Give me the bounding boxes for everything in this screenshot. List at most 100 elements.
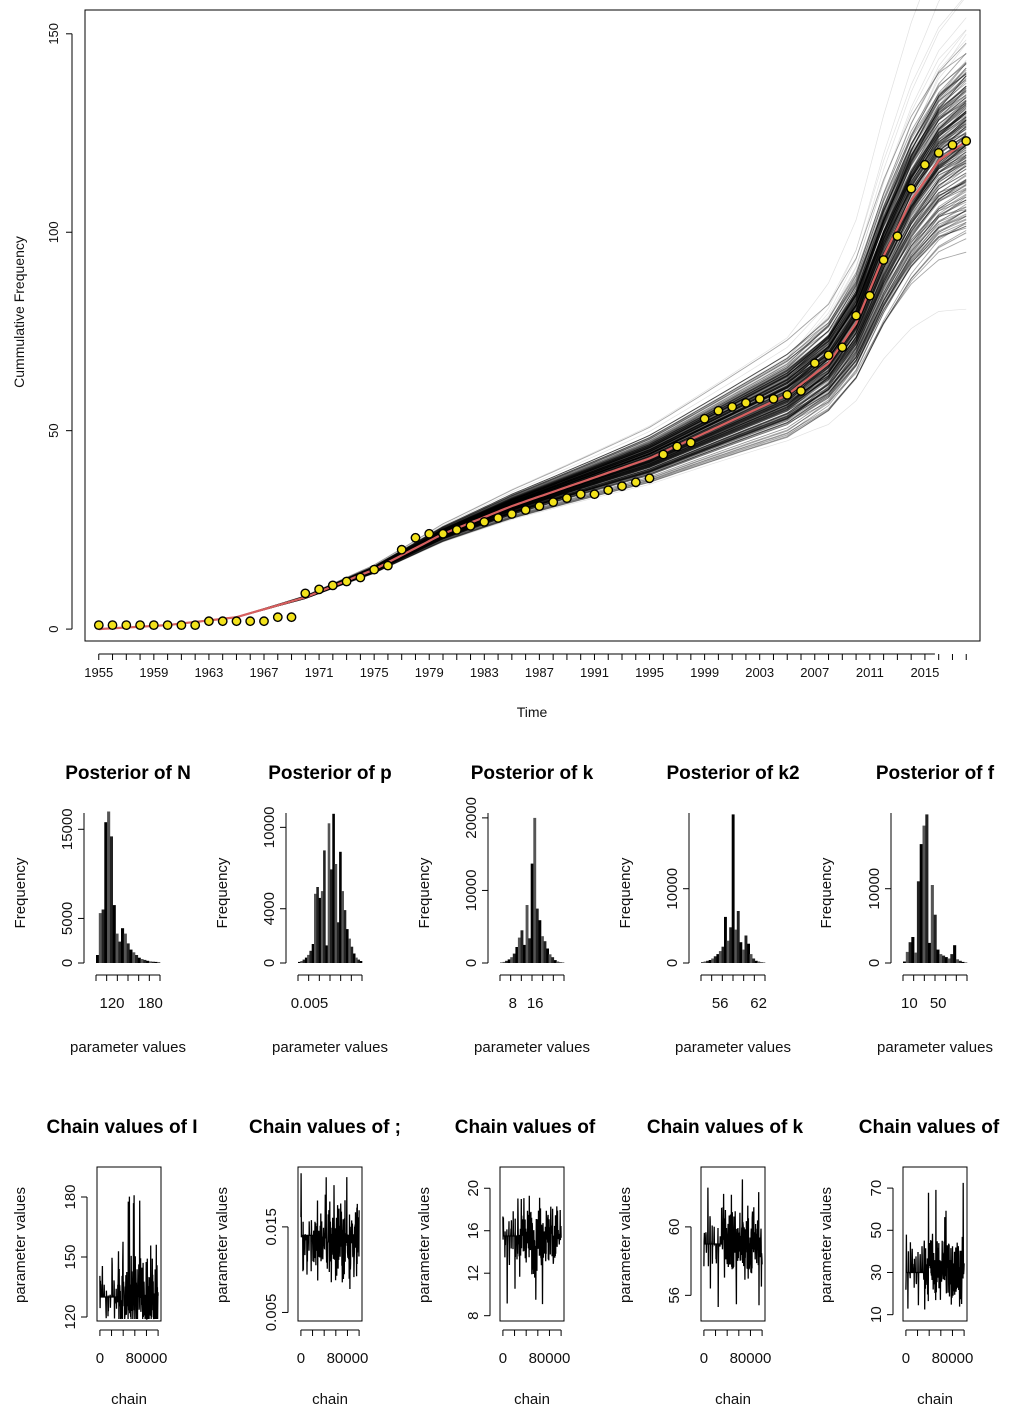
- histogram-bars: [96, 811, 161, 963]
- histogram-bar: [961, 961, 965, 963]
- main-plot-frame: [84, 9, 981, 642]
- observed-point: [190, 620, 201, 630]
- chain-panel-f: Chain values of chain parameter values 0…: [818, 1117, 1000, 1408]
- histogram-bar: [950, 954, 954, 963]
- histogram-bar: [718, 951, 722, 963]
- histogram-bar: [146, 960, 150, 963]
- observed-point: [947, 139, 958, 150]
- panel-title: Posterior of f: [876, 763, 995, 784]
- histogram-bar: [316, 887, 319, 963]
- x-tick-label: 80000: [730, 1350, 772, 1367]
- histogram-bar: [300, 961, 303, 963]
- observed-point: [796, 386, 806, 396]
- observed-point: [920, 159, 930, 170]
- y-axis-title: parameter values: [818, 1187, 835, 1303]
- histogram-bar: [115, 933, 119, 963]
- histogram-bar: [302, 959, 306, 963]
- chain-trace: [99, 1195, 159, 1320]
- y-tick-label: 0: [46, 625, 61, 632]
- histogram-bar: [505, 960, 508, 963]
- histogram-bar: [744, 935, 748, 963]
- histogram-bar: [126, 943, 130, 963]
- histogram-bar: [318, 897, 322, 963]
- histogram-bar: [304, 957, 308, 963]
- histogram-bar: [330, 869, 333, 963]
- histogram-bar: [137, 957, 141, 963]
- y-axis-title: Frequency: [416, 857, 433, 928]
- x-tick-label: 0: [902, 1350, 910, 1367]
- histogram-bar: [922, 825, 926, 963]
- histogram-bar: [548, 954, 552, 963]
- chain-axes: 0 80000 0.005 0.015: [263, 1166, 369, 1367]
- x-tick-label: 80000: [327, 1350, 369, 1367]
- histogram-bar: [346, 929, 349, 963]
- histogram-bar: [757, 961, 761, 963]
- y-tick-label: 0: [59, 959, 76, 967]
- histogram-bar: [533, 817, 537, 963]
- y-tick-label: 10000: [866, 868, 883, 910]
- y-tick-label: 20: [465, 1180, 482, 1197]
- histogram-bar: [716, 954, 720, 963]
- histogram-bar: [309, 950, 312, 963]
- x-axis-title: chain: [514, 1391, 550, 1408]
- histogram-bar: [713, 956, 717, 963]
- histogram-bar: [101, 909, 105, 963]
- histogram-bar: [936, 949, 940, 963]
- x-tick-label: 1991: [580, 665, 609, 680]
- x-axis-title: chain: [312, 1391, 348, 1408]
- observed-point: [382, 560, 393, 571]
- histogram-bar: [334, 864, 338, 963]
- histogram-bar: [320, 891, 324, 963]
- chain-trace: [502, 1195, 562, 1305]
- y-tick-label: 100: [46, 221, 61, 243]
- histogram-bar: [916, 881, 920, 963]
- observed-point: [135, 620, 146, 630]
- y-tick-label: 70: [868, 1180, 885, 1197]
- histogram-bar: [357, 959, 360, 963]
- panel-title: Chain values of ;: [249, 1117, 401, 1138]
- y-axis-title: parameter values: [617, 1187, 634, 1303]
- histogram-bar: [724, 916, 727, 963]
- observed-point: [823, 350, 834, 361]
- histogram-bar: [754, 960, 758, 963]
- x-tick-label: 1959: [139, 665, 168, 680]
- histogram-bar: [517, 937, 521, 963]
- x-tick-label: 50: [930, 995, 947, 1012]
- posterior-panel-p: Posterior of p parameter values Frequenc…: [214, 763, 392, 1056]
- histogram-bar: [538, 920, 542, 963]
- histogram-bar: [348, 938, 351, 963]
- y-tick-label: 50: [46, 423, 61, 437]
- histogram-bar: [556, 961, 560, 963]
- observed-point: [892, 231, 903, 242]
- cumulative-frequency-plot: 1955 1959 1963 1967 1971 1975 1979 1983 1987 1991…: [11, 0, 981, 720]
- panel-title: Chain values of: [455, 1117, 596, 1138]
- observed-point: [727, 401, 738, 412]
- histogram-bar: [151, 961, 155, 963]
- histogram-bar: [332, 813, 335, 963]
- chain-frame: [499, 1166, 565, 1322]
- histogram-bar: [118, 941, 122, 963]
- chain-trace-line: [300, 1173, 360, 1290]
- x-tick-label: 0: [499, 1350, 507, 1367]
- observed-point: [493, 513, 503, 523]
- observed-points: [93, 136, 972, 630]
- main-y-axis-title: Cummulative Frequency: [11, 236, 27, 388]
- histogram-bar: [747, 943, 750, 963]
- observed-point: [603, 485, 614, 496]
- observed-point: [506, 509, 517, 519]
- observed-point: [148, 620, 159, 630]
- panel-title: Posterior of k: [471, 763, 594, 784]
- observed-point: [231, 616, 242, 627]
- observed-point: [741, 397, 751, 408]
- x-axis-title: parameter values: [474, 1039, 590, 1056]
- observed-point: [176, 620, 187, 630]
- histogram-bar: [752, 958, 756, 963]
- histogram-axes: 10 50 0 10000: [866, 813, 968, 1012]
- y-tick-label: 150: [62, 1244, 79, 1269]
- panel-title: Chain values of k: [647, 1117, 804, 1138]
- x-tick-label: 8: [509, 995, 517, 1012]
- x-tick-label: 1971: [305, 665, 334, 680]
- x-tick-label: 0: [700, 1350, 708, 1367]
- observed-point: [286, 612, 297, 623]
